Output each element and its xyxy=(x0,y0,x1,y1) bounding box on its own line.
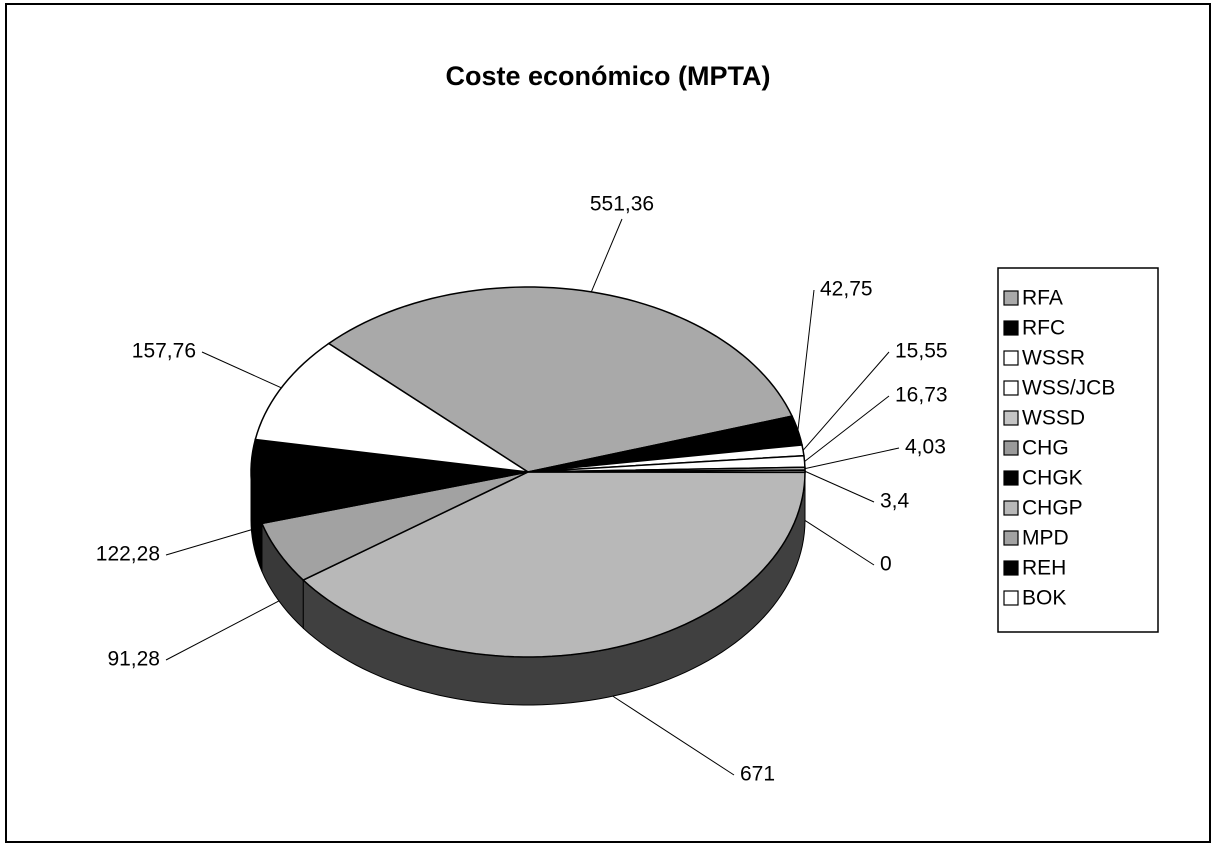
legend-box xyxy=(997,267,1159,633)
legend-label: RFC xyxy=(1022,317,1065,340)
legend-swatch xyxy=(1003,590,1019,606)
legend-swatch xyxy=(1003,560,1019,576)
legend-swatch xyxy=(1003,500,1019,516)
data-label: 551,36 xyxy=(590,193,654,216)
leader-line xyxy=(804,470,875,503)
legend-swatch xyxy=(1003,380,1019,396)
data-label: 3,4 xyxy=(880,490,910,513)
pie-slice xyxy=(260,471,529,581)
legend-label: BOK xyxy=(1022,587,1066,610)
legend-label: WSSD xyxy=(1022,407,1085,430)
data-label: 0 xyxy=(880,553,892,576)
leader-line xyxy=(590,218,623,293)
legend-label: REH xyxy=(1022,557,1066,580)
leader-line xyxy=(802,351,890,451)
legend-swatch xyxy=(1003,530,1019,546)
pie-slice xyxy=(327,286,794,473)
data-label: 42,75 xyxy=(820,278,873,301)
legend-swatch xyxy=(1003,290,1019,306)
legend-swatch xyxy=(1003,350,1019,366)
leader-line xyxy=(201,351,282,389)
pie-slice xyxy=(250,438,529,525)
pie-slice xyxy=(254,342,529,473)
data-label: 122,28 xyxy=(96,543,160,566)
chart-title: Coste económico (MPTA) xyxy=(445,61,770,91)
data-label: 16,73 xyxy=(895,384,948,407)
leader-line xyxy=(804,395,890,462)
legend-label: CHGP xyxy=(1022,497,1083,520)
leader-line xyxy=(804,520,875,566)
legend-swatch xyxy=(1003,320,1019,336)
legend-label: WSSR xyxy=(1022,347,1085,370)
pie-slice xyxy=(301,471,806,658)
data-label: 91,28 xyxy=(107,648,160,671)
legend-label: WSS/JCB xyxy=(1022,377,1115,400)
data-label: 157,76 xyxy=(132,340,196,363)
leader-line xyxy=(165,600,280,661)
leader-line xyxy=(804,447,900,470)
leader-line xyxy=(612,695,735,776)
data-label: 4,03 xyxy=(905,436,946,459)
legend-label: MPD xyxy=(1022,527,1069,550)
legend-label: CHG xyxy=(1022,437,1069,460)
data-label: 671 xyxy=(740,763,775,786)
legend-label: RFA xyxy=(1022,287,1063,310)
legend-swatch xyxy=(1003,470,1019,486)
pie-slice xyxy=(527,415,803,473)
leader-line xyxy=(165,529,252,556)
leader-line xyxy=(797,289,815,431)
legend-swatch xyxy=(1003,440,1019,456)
legend-label: CHGK xyxy=(1022,467,1083,490)
legend-swatch xyxy=(1003,410,1019,426)
data-label: 15,55 xyxy=(895,340,948,363)
